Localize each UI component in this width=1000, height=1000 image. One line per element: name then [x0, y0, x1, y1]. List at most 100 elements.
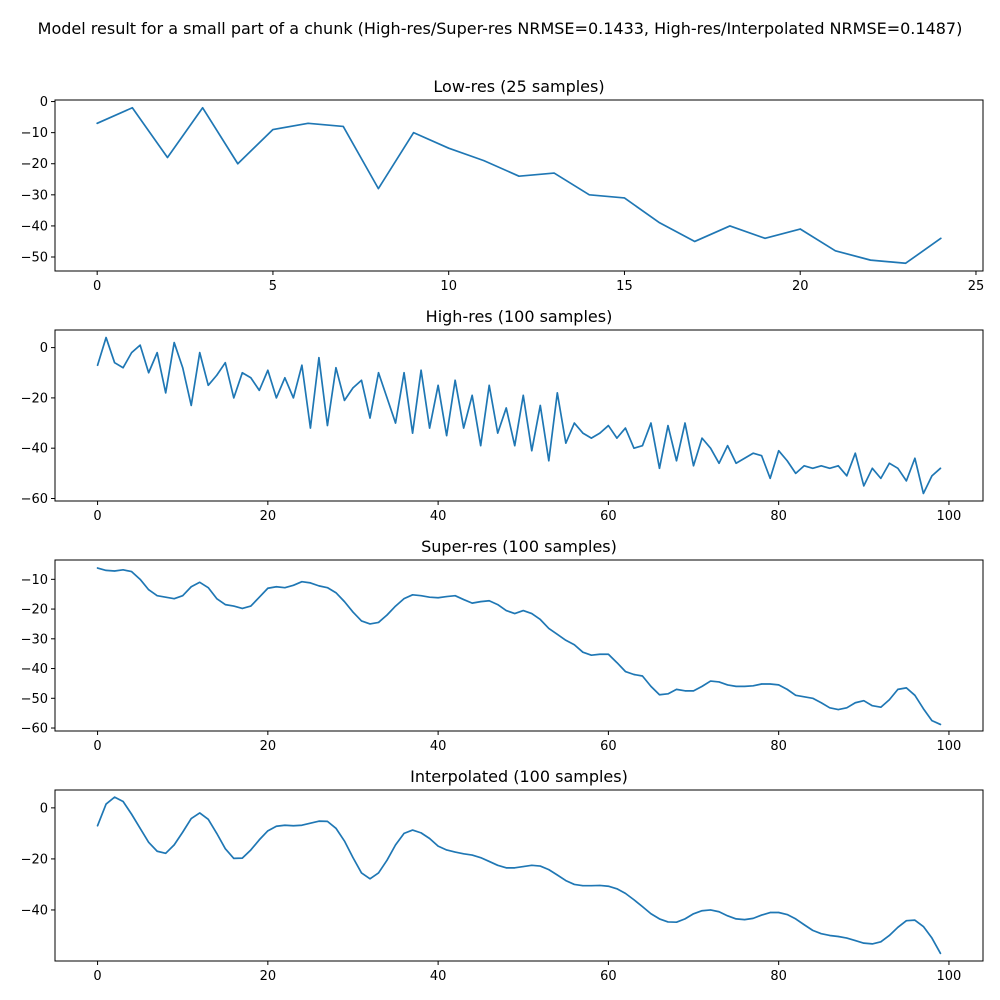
data-point — [590, 885, 592, 887]
x-tick-label: 80 — [770, 509, 787, 524]
x-tick-label: 100 — [937, 509, 962, 524]
data-point — [394, 605, 397, 607]
data-point — [275, 586, 277, 588]
data-point — [96, 364, 99, 366]
data-point — [182, 595, 184, 597]
data-point — [139, 827, 141, 829]
data-point — [565, 442, 567, 444]
data-point — [369, 417, 371, 419]
y-tick-label: −20 — [21, 603, 48, 618]
data-point — [463, 427, 465, 429]
data-point — [769, 477, 771, 479]
data-point — [931, 719, 933, 722]
data-point — [377, 872, 380, 874]
data-point — [488, 384, 490, 386]
data-point — [658, 694, 661, 696]
data-point — [633, 447, 635, 449]
data-point — [105, 336, 107, 339]
data-point — [131, 571, 133, 573]
data-point — [173, 341, 175, 344]
data-point — [709, 909, 712, 911]
data-point — [599, 432, 601, 434]
data-point — [607, 653, 609, 655]
data-point — [377, 621, 380, 624]
data-point — [454, 851, 456, 853]
data-point — [939, 952, 942, 954]
data-point — [165, 852, 167, 854]
data-point — [726, 445, 729, 447]
data-point — [939, 723, 942, 726]
x-tick-label: 25 — [968, 279, 985, 294]
series-line — [96, 796, 942, 955]
data-point — [795, 472, 797, 474]
data-point — [386, 614, 388, 616]
data-point — [522, 865, 524, 868]
data-point — [905, 480, 907, 482]
data-point — [744, 685, 746, 687]
axes-frame — [54, 329, 984, 502]
data-point — [553, 172, 555, 174]
data-point — [207, 818, 209, 820]
data-point — [633, 899, 635, 901]
y-tick-label: −10 — [21, 573, 48, 588]
x-tick-label: 15 — [616, 279, 633, 294]
subplot-3: Super-res (100 samples) 0 20 40 60 80 100 −10 −2… — [21, 537, 984, 754]
data-point — [411, 594, 414, 596]
data-point — [922, 925, 925, 928]
x-tick-label: 20 — [260, 509, 277, 524]
x-tick-label: 20 — [260, 969, 277, 984]
data-point — [692, 690, 695, 692]
data-point — [863, 942, 865, 944]
data-point — [829, 467, 831, 469]
x-tick-label: 40 — [430, 739, 447, 754]
data-point — [694, 240, 696, 243]
data-point — [309, 822, 312, 824]
data-point — [241, 857, 243, 859]
data-point — [607, 885, 609, 887]
data-point — [834, 250, 836, 252]
data-point — [292, 584, 294, 586]
data-point — [307, 122, 309, 124]
data-point — [522, 394, 524, 396]
data-point — [914, 694, 916, 696]
data-point — [207, 587, 209, 589]
data-point — [131, 352, 133, 354]
data-point — [573, 422, 575, 424]
subplot-1: Low-res (25 samples) 0 5 10 15 20 25 0 −10 −20 −30… — [21, 77, 985, 294]
y-tick-label: −40 — [21, 219, 48, 234]
data-point — [820, 933, 822, 935]
data-point — [284, 824, 286, 826]
data-point — [480, 857, 482, 859]
data-point — [641, 675, 644, 677]
data-point — [105, 569, 107, 572]
axes-frame — [54, 99, 984, 272]
data-point — [148, 372, 150, 374]
x-tick-label: 40 — [430, 969, 447, 984]
data-point — [284, 377, 286, 379]
data-point — [497, 432, 499, 434]
data-point — [803, 924, 805, 926]
data-point — [122, 800, 124, 803]
data-point — [675, 688, 678, 690]
data-point — [812, 467, 814, 469]
data-point — [139, 344, 141, 346]
data-point — [531, 612, 533, 615]
data-point — [735, 918, 737, 920]
data-point — [96, 567, 99, 569]
x-tick-label: 0 — [93, 279, 101, 294]
data-point — [233, 397, 235, 399]
figure-suptitle: Model result for a small part of a chunk… — [38, 19, 963, 38]
data-point — [846, 475, 848, 477]
data-point — [692, 913, 695, 915]
data-point — [352, 387, 354, 389]
data-point — [735, 462, 737, 464]
data-point — [343, 840, 346, 842]
data-point — [675, 460, 678, 462]
y-tick-label: −40 — [21, 903, 48, 918]
y-tick-label: −50 — [21, 251, 48, 266]
data-point — [539, 865, 541, 867]
data-point — [267, 369, 269, 371]
data-point — [556, 874, 558, 876]
subplot-title: Interpolated (100 samples) — [410, 767, 628, 786]
data-point — [799, 228, 801, 230]
